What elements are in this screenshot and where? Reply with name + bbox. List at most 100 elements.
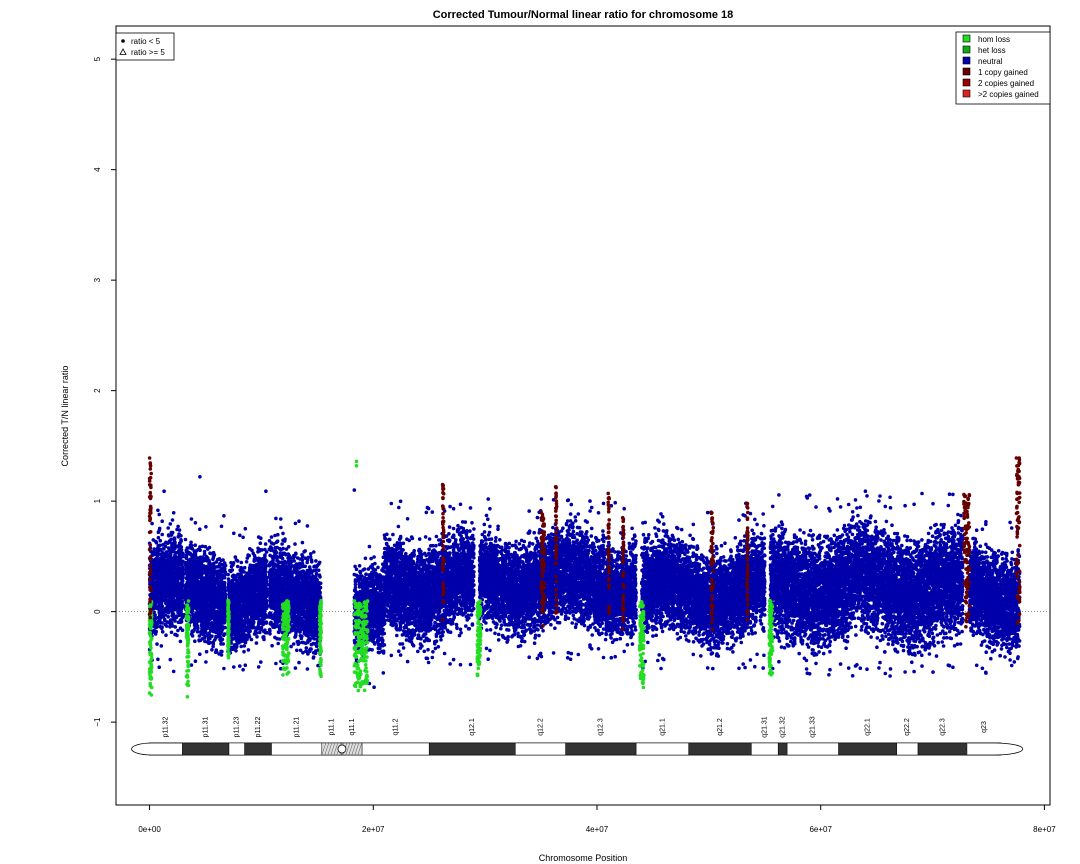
neutral-point: [194, 611, 198, 615]
neutral-point: [169, 607, 174, 612]
neutral-point: [222, 632, 227, 636]
neutral-point: [239, 613, 243, 618]
neutral-point: [210, 586, 215, 590]
neutral-point: [261, 635, 265, 640]
neutral-point: [220, 562, 224, 567]
neutral-point: [164, 592, 169, 597]
neutral-point: [248, 610, 253, 615]
neutral-point: [248, 571, 252, 575]
neutral-point: [255, 635, 259, 639]
neutral-point: [250, 626, 255, 630]
neutral-point: [236, 639, 240, 644]
neutral-point: [309, 558, 314, 562]
neutral-point: [171, 591, 175, 595]
neutral-point: [260, 573, 264, 577]
neutral-point: [168, 522, 173, 526]
series-neutral: [147, 475, 1022, 689]
neutral-point: [170, 518, 175, 522]
neutral-point: [261, 612, 266, 617]
neutral-point: [190, 546, 194, 551]
neutral-point: [202, 618, 206, 622]
neutral-point: [178, 626, 183, 630]
neutral-point: [309, 552, 313, 556]
neutral-point: [239, 560, 244, 565]
neutral-point: [218, 599, 223, 604]
neutral-point: [160, 582, 165, 587]
neutral-point: [174, 582, 179, 587]
neutral-point: [214, 650, 219, 654]
neutral-point: [221, 642, 225, 646]
neutral-point: [152, 548, 156, 552]
neutral-point: [163, 618, 167, 623]
neutral-point: [306, 652, 310, 656]
neutral-point: [160, 621, 164, 625]
neutral-point: [269, 535, 274, 539]
neutral-point: [231, 607, 235, 612]
neutral-point: [230, 595, 234, 599]
neutral-point: [200, 555, 205, 559]
neutral-point: [215, 570, 219, 575]
neutral-point: [168, 657, 173, 662]
neutral-point: [206, 598, 210, 603]
neutral-point: [206, 626, 210, 630]
neutral-point: [160, 604, 165, 609]
neutral-point: [193, 521, 198, 525]
neutral-point: [168, 625, 172, 629]
neutral-point: [237, 586, 241, 591]
neutral-point: [151, 572, 156, 577]
neutral-point: [243, 663, 248, 667]
neutral-point: [158, 538, 163, 543]
neutral-point: [220, 649, 224, 654]
neutral-point: [195, 588, 200, 593]
neutral-point: [178, 611, 182, 615]
neutral-point: [247, 606, 251, 610]
neutral-point: [193, 659, 198, 663]
neutral-point: [211, 640, 215, 644]
neutral-point: [243, 596, 248, 600]
neutral-point: [316, 568, 321, 573]
neutral-point: [173, 587, 178, 592]
neutral-point: [176, 628, 180, 633]
neutral-point: [196, 547, 200, 552]
neutral-point: [190, 572, 194, 577]
neutral-point: [215, 594, 220, 599]
neutral-point: [249, 615, 254, 619]
neutral-point: [179, 539, 183, 543]
neutral-point: [256, 550, 260, 554]
neutral-point: [200, 637, 205, 641]
neutral-point: [185, 566, 189, 570]
neutral-point: [175, 527, 179, 532]
neutral-point: [219, 524, 224, 529]
neutral-point: [177, 549, 181, 553]
neutral-point: [242, 649, 246, 654]
neutral-point: [183, 562, 188, 567]
neutral-point: [260, 548, 264, 552]
neutral-point: [261, 603, 265, 607]
neutral-point: [233, 555, 238, 559]
neutral-point: [242, 586, 246, 591]
neutral-point: [165, 572, 169, 576]
neutral-point: [173, 625, 178, 629]
neutral-point: [258, 541, 263, 545]
neutral-point: [216, 622, 220, 626]
neutral-point: [235, 619, 239, 624]
neutral-point: [240, 632, 244, 637]
neutral-point: [173, 553, 177, 557]
neutral-point: [176, 545, 180, 549]
neutral-point: [221, 591, 226, 596]
neutral-point: [247, 593, 251, 598]
neutral-point: [245, 620, 250, 625]
plot-frame: [115, 25, 1051, 806]
neutral-point: [233, 623, 237, 627]
neutral-point: [185, 574, 190, 579]
neutral-point: [189, 566, 193, 570]
neutral-point: [160, 550, 165, 555]
neutral-point: [162, 578, 167, 582]
neutral-point: [183, 537, 188, 542]
neutral-point: [219, 653, 224, 657]
neutral-point: [198, 580, 203, 585]
neutral-point: [208, 636, 212, 641]
neutral-point: [216, 628, 220, 633]
neutral-point: [208, 588, 212, 593]
